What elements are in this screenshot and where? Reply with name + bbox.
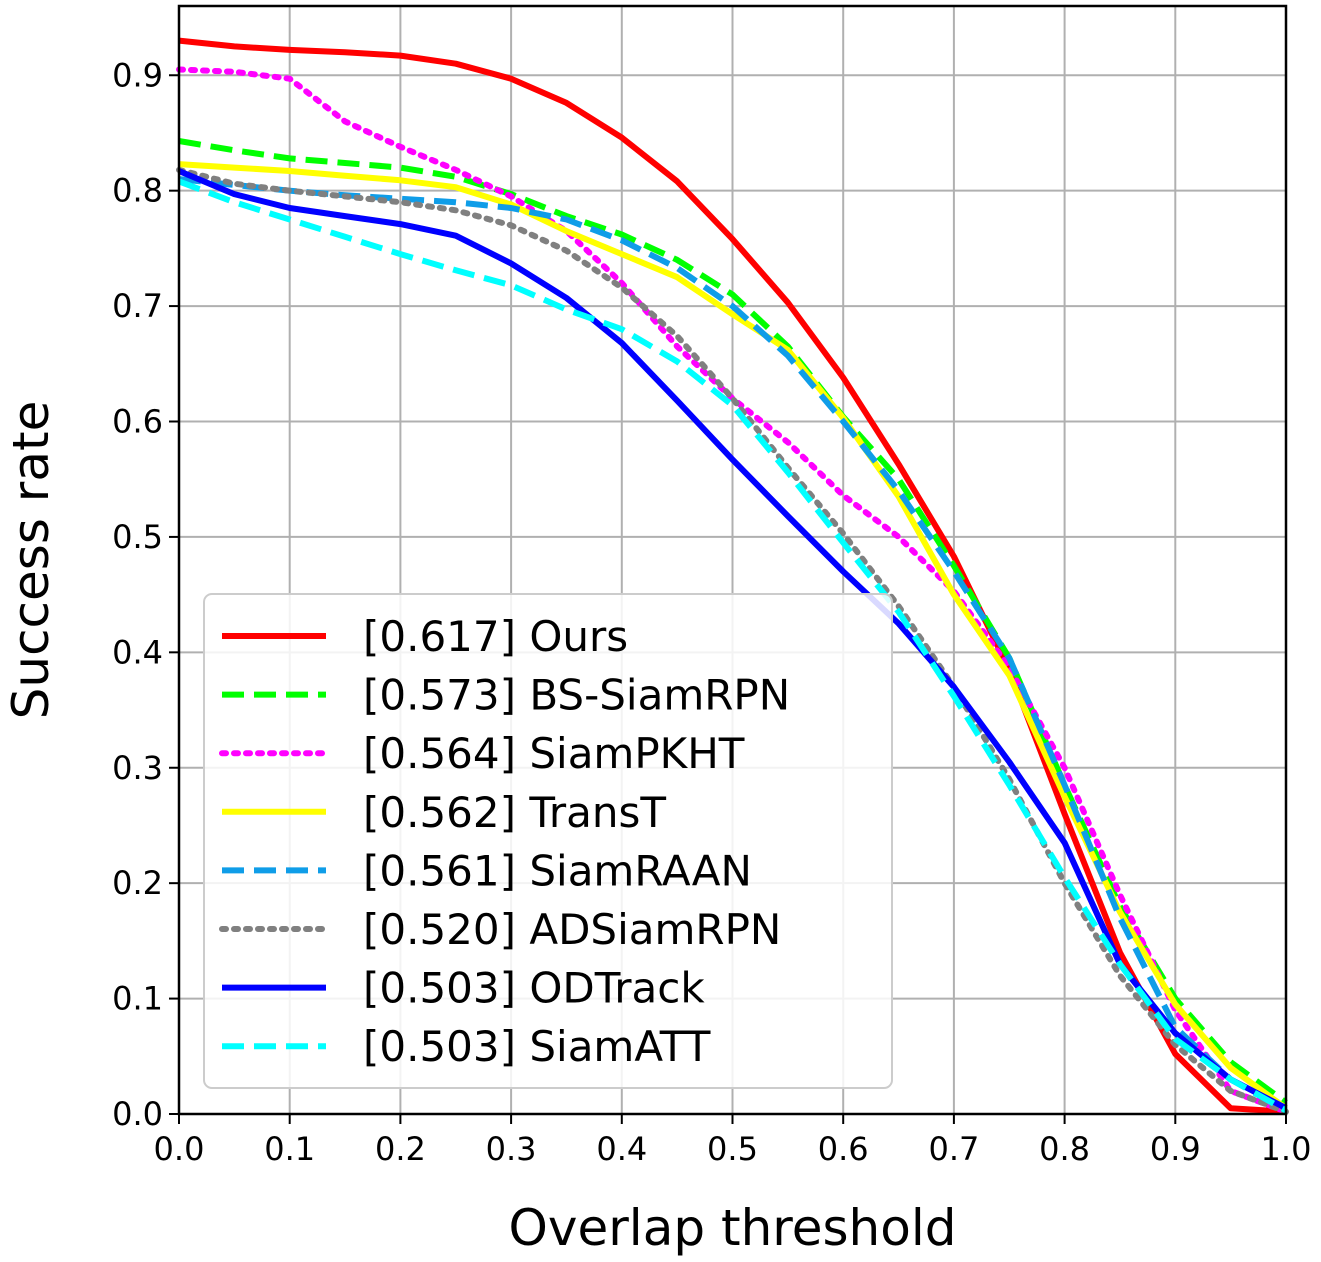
x-tick-label: 1.0 (1261, 1130, 1312, 1168)
y-axis-label: Success rate (2, 401, 60, 720)
series-line-0 (178, 37, 1287, 1115)
x-axis-ticks: 0.0 0.1 0.2 0.3 0.4 0.5 0.6 0.7 0.8 0.9 1.0 (154, 1114, 1312, 1168)
series-line-7 (177, 178, 1288, 1114)
y-tick-label: 0.1 (112, 980, 163, 1018)
x-tick-label: 0.0 (154, 1130, 205, 1168)
x-tick-label: 0.9 (1150, 1130, 1201, 1168)
series-line-4 (178, 176, 1288, 1114)
y-axis-ticks: 0.0 0.1 0.2 0.3 0.4 0.5 0.6 0.7 0.8 0.9 (112, 56, 179, 1133)
y-tick-label: 0.4 (112, 633, 163, 671)
y-tick-label: 0.6 (112, 403, 163, 441)
y-tick-label: 0.0 (112, 1095, 163, 1133)
legend-entry-1: [0.573] BS-SiamRPN (363, 671, 790, 720)
legend: [0.617] Ours [0.573] BS-SiamRPN [0.564] Si… (203, 593, 893, 1089)
legend-entry-6: [0.503] ODTrack (363, 964, 705, 1013)
y-tick-label: 0.8 (112, 172, 163, 210)
x-axis-label: Overlap threshold (509, 1199, 957, 1257)
y-tick-label: 0.9 (112, 56, 163, 94)
y-tick-label: 0.5 (112, 518, 163, 556)
legend-entry-0: [0.617] Ours (363, 612, 628, 661)
legend-entry-5: [0.520] ADSiamRPN (363, 905, 781, 954)
y-tick-label: 0.7 (112, 287, 163, 325)
series-line-5 (176, 166, 1289, 1115)
legend-box (203, 593, 893, 1089)
x-tick-label: 0.4 (596, 1130, 647, 1168)
x-tick-label: 0.8 (1039, 1130, 1090, 1168)
x-tick-label: 0.7 (928, 1130, 979, 1168)
legend-entry-7: [0.503] SiamATT (363, 1022, 711, 1071)
legend-entry-2: [0.564] SiamPKHT (363, 729, 745, 778)
x-tick-label: 0.2 (375, 1130, 426, 1168)
x-tick-label: 0.1 (264, 1130, 315, 1168)
series-line-6 (177, 168, 1288, 1111)
y-tick-label: 0.3 (112, 749, 163, 787)
x-tick-label: 0.6 (818, 1130, 869, 1168)
series-lines (176, 37, 1289, 1115)
x-tick-label: 0.3 (486, 1130, 537, 1168)
legend-entry-4: [0.561] SiamRAAN (363, 846, 752, 895)
x-tick-label: 0.5 (707, 1130, 758, 1168)
legend-entry-3: [0.562] TransT (363, 788, 666, 837)
y-tick-label: 0.2 (112, 864, 163, 902)
